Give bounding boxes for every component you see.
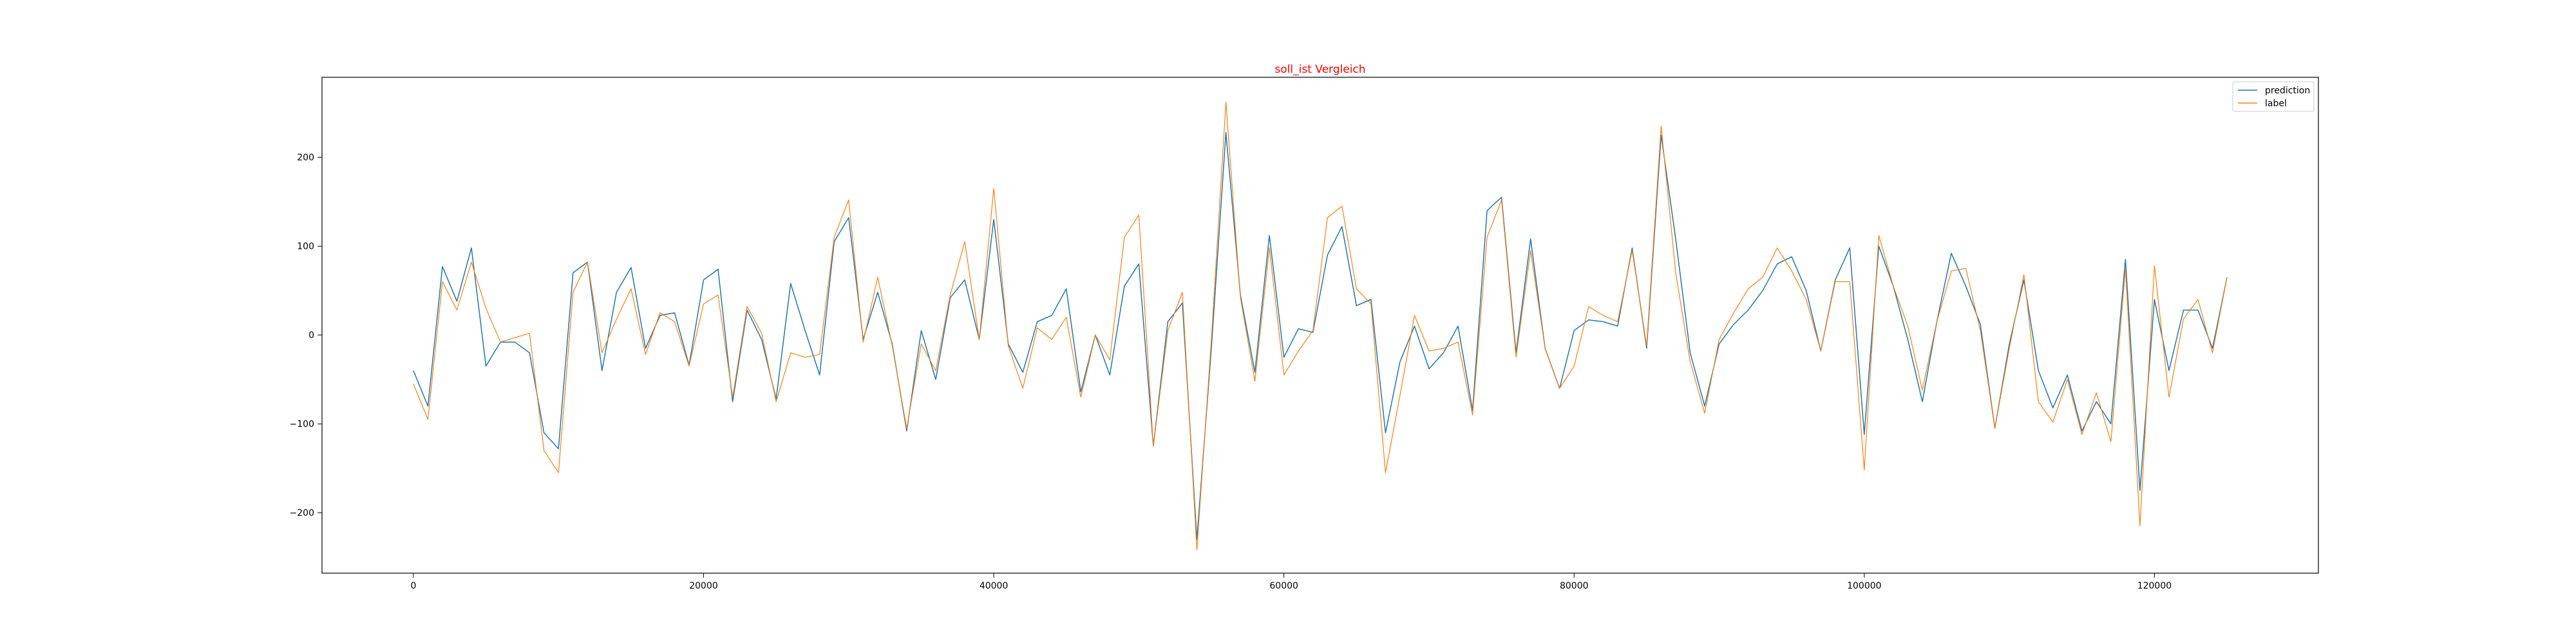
- y-tick-label: −100: [290, 419, 314, 430]
- y-tick-label: 0: [308, 330, 314, 341]
- x-tick-label: 60000: [1269, 581, 1298, 591]
- ticks-layer: 0 20000 40000 60000 80000 100000 120000 −200 −10…: [290, 153, 2172, 591]
- x-tick-label: 120000: [2137, 581, 2172, 591]
- series-line-label: [413, 102, 2228, 551]
- y-tick-label: −200: [290, 508, 314, 518]
- x-tick-label: 80000: [1560, 581, 1589, 591]
- series-line-prediction: [413, 131, 2228, 540]
- legend-box: [2232, 81, 2315, 112]
- y-tick-label: 100: [297, 242, 314, 252]
- legend-label-label: label: [2265, 99, 2287, 109]
- plot-area-frame: [321, 77, 2319, 574]
- chart-title: soll_ist Vergleich: [1274, 63, 1365, 76]
- y-tick-label: 200: [297, 153, 314, 163]
- legend: prediction label: [2232, 81, 2315, 112]
- x-tick-label: 0: [410, 581, 416, 591]
- x-tick-label: 100000: [1847, 581, 1881, 591]
- series-layer: [413, 102, 2228, 551]
- legend-label-prediction: prediction: [2265, 86, 2310, 96]
- x-tick-label: 20000: [689, 581, 718, 591]
- x-tick-label: 40000: [980, 581, 1009, 591]
